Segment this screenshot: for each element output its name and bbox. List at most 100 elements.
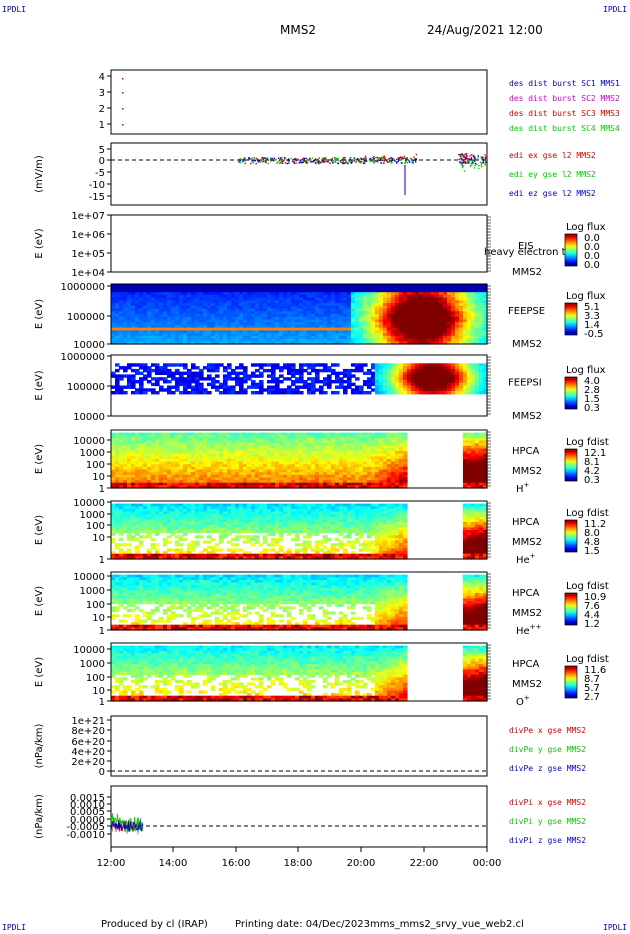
hpca-o-colorbar-value: 8.7 bbox=[584, 674, 600, 685]
hpca-o-colorbar-value: 11.6 bbox=[584, 665, 606, 676]
divpi-legend-entry: divPi y gse MMS2 bbox=[509, 817, 586, 826]
edi-e-frame bbox=[110, 142, 488, 206]
edi-e-ytick-label: -10 bbox=[89, 180, 105, 191]
hpca-he-ytick-label: 10 bbox=[92, 533, 105, 544]
hpca-hepp-colorbar-value: 10.9 bbox=[584, 592, 606, 603]
divpi-ylabel: (nPa/km) bbox=[34, 794, 45, 839]
eis-colorbar-value: 0.0 bbox=[584, 242, 600, 253]
hpca-he-colorbar-value: 8.0 bbox=[584, 528, 600, 539]
hpca-he-colorbar-value: 11.2 bbox=[584, 519, 606, 530]
edi-e-legend-entry: edi ex gse l2 MMS2 bbox=[509, 151, 596, 160]
hpca-h-colorbar-value: 12.1 bbox=[584, 448, 606, 459]
datetime-title: 24/Aug/2021 12:00 bbox=[427, 23, 543, 37]
feepsi-ytick-label: 1000000 bbox=[60, 352, 105, 363]
hpca-o-ytick-label: 10000 bbox=[73, 645, 105, 656]
des-dist-ytick-label: 2 bbox=[99, 104, 105, 115]
spacecraft-label: MMS2 bbox=[512, 679, 542, 690]
hpca-he-colorbar-value: 1.5 bbox=[584, 546, 600, 557]
species-label: H+ bbox=[516, 481, 530, 495]
hpca-he-colorbar bbox=[564, 519, 578, 553]
hpca-hepp-colorbar bbox=[564, 592, 578, 626]
feepse-ytick-label: 10000 bbox=[73, 340, 105, 351]
divpe-ytick-label: 4e+20 bbox=[71, 747, 105, 758]
spacecraft-label: MMS2 bbox=[512, 537, 542, 548]
divpe-ytick-label: 8e+20 bbox=[71, 726, 105, 737]
hpca-o-ytick-label: 1000 bbox=[80, 659, 105, 670]
corner-tag-bottom-left: IPDLI bbox=[2, 923, 27, 932]
hpca-o-ytick-label: 1 bbox=[99, 697, 105, 708]
instrument-label: HPCA bbox=[512, 517, 540, 528]
footer-script-name: mms_mms2_srvy_vue_web2.cl bbox=[370, 919, 524, 930]
hpca-o-colorbar bbox=[564, 665, 578, 699]
hpca-o-ytick-label: 100 bbox=[86, 673, 105, 684]
divpi-ytick-label: 0.0010 bbox=[70, 800, 105, 811]
des-dist-legend-entry: des dist burst SC1 MMS1 bbox=[509, 79, 620, 88]
divpi-ytick-label: -0.0005 bbox=[66, 822, 105, 833]
eis-colorbar-value: 0.0 bbox=[584, 260, 600, 271]
divpe-frame bbox=[110, 715, 488, 777]
divpe-ylabel: (nPa/km) bbox=[34, 724, 45, 769]
eis-colorbar bbox=[564, 233, 578, 267]
hpca-o-colorbar-value: 2.7 bbox=[584, 692, 600, 703]
feepsi-ylabel: E (eV) bbox=[34, 370, 45, 400]
des-dist-point bbox=[122, 108, 124, 110]
hpca-hepp-colorbar-title: Log fdist bbox=[566, 581, 609, 592]
eis-colorbar-value: 0.0 bbox=[584, 233, 600, 244]
hpca-h-colorbar bbox=[564, 448, 578, 482]
spacecraft-label: MMS2 bbox=[512, 466, 542, 477]
hpca-h-ytick-label: 10000 bbox=[73, 436, 105, 447]
spacecraft-title: MMS2 bbox=[280, 23, 316, 37]
hpca-hepp-ytick-label: 1000 bbox=[80, 586, 105, 597]
hpca-hepp-colorbar-value: 4.4 bbox=[584, 610, 600, 621]
feepse-ytick-label: 1000000 bbox=[60, 282, 105, 293]
x-tick-label: 00:00 bbox=[473, 858, 502, 869]
instrument-label: EIS bbox=[518, 241, 534, 252]
divpe-ytick-label: 0 bbox=[99, 767, 105, 778]
feepse-frame bbox=[110, 283, 488, 345]
x-tick-label: 22:00 bbox=[410, 858, 439, 869]
feepsi-colorbar-value: 0.3 bbox=[584, 403, 600, 414]
x-tick-label: 20:00 bbox=[347, 858, 376, 869]
hpca-h-colorbar-value: 0.3 bbox=[584, 475, 600, 486]
feepse-colorbar-value: -0.5 bbox=[584, 329, 604, 340]
des-dist-ytick-label: 1 bbox=[99, 120, 105, 131]
hpca-h-ytick-label: 1000 bbox=[80, 448, 105, 459]
hpca-h-ytick-label: 1 bbox=[99, 484, 105, 495]
eis-ytick-label: 1e+07 bbox=[71, 211, 105, 222]
eis-ylabel: E (eV) bbox=[34, 228, 45, 258]
hpca-he-ytick-label: 10000 bbox=[73, 498, 105, 509]
divpi-series bbox=[110, 812, 144, 835]
feepse-colorbar-value: 1.4 bbox=[584, 320, 600, 331]
spacecraft-label: MMS2 bbox=[512, 339, 542, 350]
des-dist-legend-entry: des dist burst SC2 MMS2 bbox=[509, 94, 620, 103]
species-label: He+ bbox=[516, 552, 536, 566]
corner-tag-top-left: IPDLI bbox=[2, 5, 27, 14]
des-dist-ytick-label: 4 bbox=[99, 72, 105, 83]
divpe-legend-entry: divPe z gse MMS2 bbox=[509, 764, 586, 773]
feepsi-colorbar-value: 1.5 bbox=[584, 394, 600, 405]
des-dist-point bbox=[122, 92, 124, 94]
des-dist-ytick-label: 3 bbox=[99, 88, 105, 99]
hpca-he-ytick-label: 100 bbox=[86, 521, 105, 532]
feepsi-colorbar-title: Log flux bbox=[566, 365, 606, 376]
feepsi-colorbar-value: 2.8 bbox=[584, 385, 600, 396]
instrument-label: HPCA bbox=[512, 659, 540, 670]
hpca-h-ylabel: E (eV) bbox=[34, 444, 45, 474]
hpca-h-colorbar-value: 4.2 bbox=[584, 466, 600, 477]
spacecraft-label: MMS2 bbox=[512, 608, 542, 619]
footer-printing-date: Printing date: 04/Dec/2023 bbox=[235, 919, 371, 930]
hpca-o-ytick-label: 10 bbox=[92, 686, 105, 697]
hpca-o-ylabel: E (eV) bbox=[34, 657, 45, 687]
spacecraft-label: MMS2 bbox=[512, 411, 542, 422]
hpca-h-colorbar-title: Log fdist bbox=[566, 437, 609, 448]
x-tick-label: 16:00 bbox=[222, 858, 251, 869]
x-tick-label: 14:00 bbox=[159, 858, 188, 869]
feepsi-colorbar bbox=[564, 376, 578, 410]
eis-overlay-label: heavy electron tof bbox=[484, 247, 576, 258]
des-dist-legend-entry: des dist burst SC4 MMS4 bbox=[509, 124, 620, 133]
divpi-ytick-label: 0.0000 bbox=[70, 815, 105, 826]
hpca-hepp-ytick-label: 10 bbox=[92, 613, 105, 624]
edi-e-ytick-label: 5 bbox=[99, 145, 105, 156]
feepsi-colorbar-value: 4.0 bbox=[584, 376, 600, 387]
